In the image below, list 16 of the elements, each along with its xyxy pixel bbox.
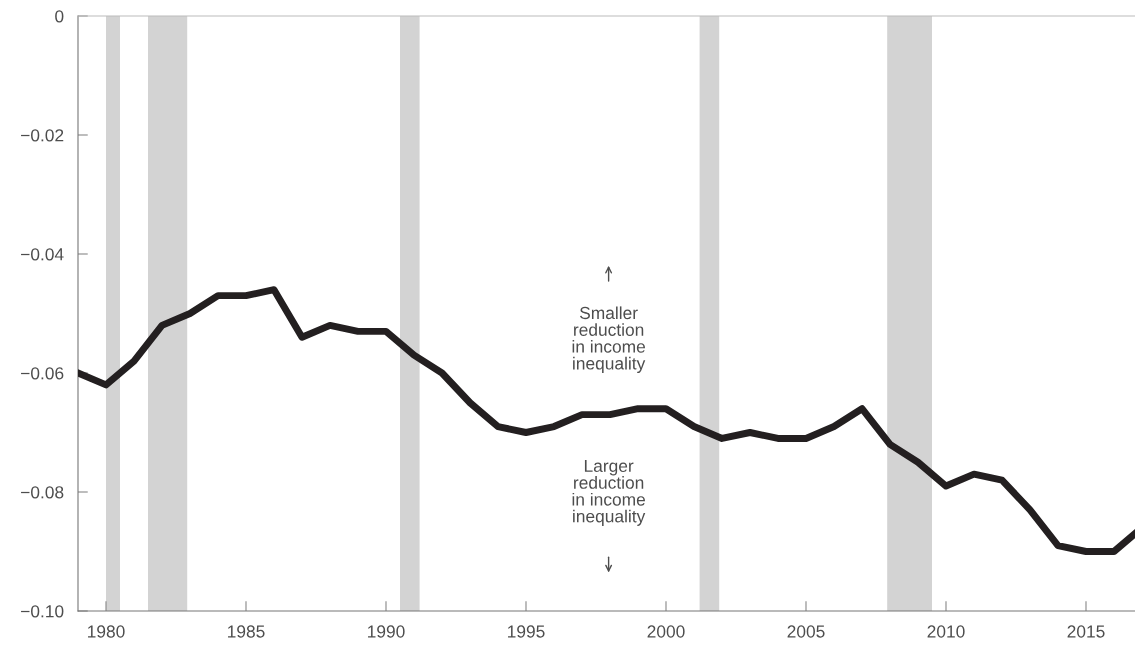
y-tick-label: −0.10 xyxy=(21,605,64,618)
y-tick-label: −0.08 xyxy=(21,486,64,499)
x-tick-label: 1990 xyxy=(368,625,405,638)
x-tick-label: 2015 xyxy=(1067,625,1105,638)
x-tick-label: 2010 xyxy=(927,625,965,638)
y-tick-label: −0.06 xyxy=(21,367,64,380)
annotation: Smaller reduction in income inequality xyxy=(572,306,646,373)
y-tick-label: −0.02 xyxy=(21,129,64,142)
x-tick-label: 1980 xyxy=(88,625,125,638)
x-tick-label: 2000 xyxy=(647,625,685,638)
y-tick-label: 0 xyxy=(55,10,64,23)
x-tick-label: 2005 xyxy=(787,625,825,638)
x-tick-label: 1995 xyxy=(508,625,545,638)
x-tick-label: 1985 xyxy=(228,625,265,638)
y-tick-label: −0.04 xyxy=(21,248,64,261)
annotation: Larger reduction in income inequality xyxy=(572,459,646,526)
